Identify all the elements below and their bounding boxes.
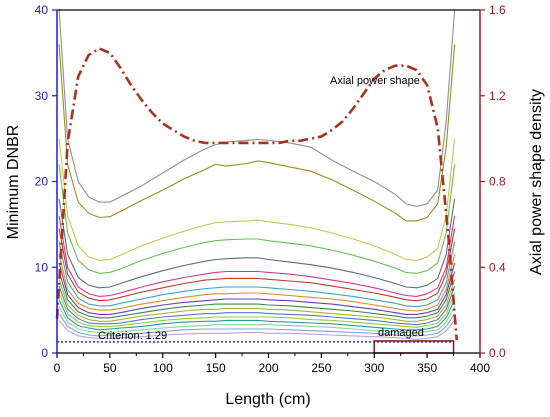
right-y-axis-label: Axial power shape density (528, 89, 545, 275)
x-tick-label: 200 (258, 361, 278, 375)
dnbr-curve-6 (58, 215, 456, 297)
axial-power-shape-line (55, 47, 458, 341)
x-tick-label: 0 (54, 361, 61, 375)
dnbr-curve-18 (58, 320, 456, 340)
dnbr-curve-17 (58, 313, 456, 337)
dnbr-curve-14 (58, 292, 456, 328)
x-tick-label: 50 (103, 361, 117, 375)
x-tick-label: 350 (417, 361, 437, 375)
right-y-tick-label: 1.2 (489, 89, 506, 103)
left-y-tick-label: 30 (35, 89, 49, 103)
right-y-tick-label: 0.4 (489, 260, 506, 274)
x-tick-label: 150 (206, 361, 226, 375)
dnbr-curves (58, 9, 456, 340)
dnbr-curve-1 (58, 9, 456, 207)
x-tick-label: 250 (311, 361, 331, 375)
dnbr-curve-8 (58, 241, 456, 308)
dnbr-curve-3 (58, 138, 456, 261)
dnbr-curve-11 (58, 271, 456, 319)
damaged-region-box (373, 340, 455, 354)
criterion-label: Criterion: 1.29 (98, 330, 167, 342)
criterion-line-group (57, 340, 455, 354)
left-y-tick-label: 40 (35, 3, 49, 17)
dnbr-curve-16 (58, 306, 456, 334)
dnbr-curve-10 (58, 262, 456, 315)
x-tick-label: 100 (153, 361, 173, 375)
right-y-tick-label: 1.6 (489, 3, 506, 17)
x-tick-label: 300 (364, 361, 384, 375)
dnbr-curve-7 (58, 228, 456, 302)
left-y-axis-label: Minimum DNBR (5, 125, 22, 240)
right-y-tick-label: 0.0 (489, 346, 506, 360)
left-y-tick-label: 0 (41, 346, 48, 360)
x-axis-label: Length (cm) (225, 391, 310, 408)
x-tick-label: 400 (470, 361, 490, 375)
dnbr-curve-5 (58, 198, 456, 289)
right-y-tick-label: 0.8 (489, 175, 506, 189)
left-y-tick-label: 20 (35, 175, 49, 189)
dnbr-curve-13 (58, 285, 456, 326)
dnbr-curve-12 (58, 279, 456, 322)
damaged-label: damaged (378, 327, 424, 339)
dnbr-curve-2 (58, 44, 456, 222)
dnbr-curve-9 (58, 254, 456, 312)
dnbr-curve-4 (58, 164, 456, 274)
power-shape-label: Axial power shape (330, 75, 420, 87)
dnbr-curve-15 (58, 299, 456, 331)
axial-power-shape (55, 47, 458, 341)
axes: 0 50 100 150 200 250 300 350 400 0 10 20 30 40 0.0 0.4 0… (35, 3, 506, 375)
left-y-tick-label: 10 (35, 260, 49, 274)
